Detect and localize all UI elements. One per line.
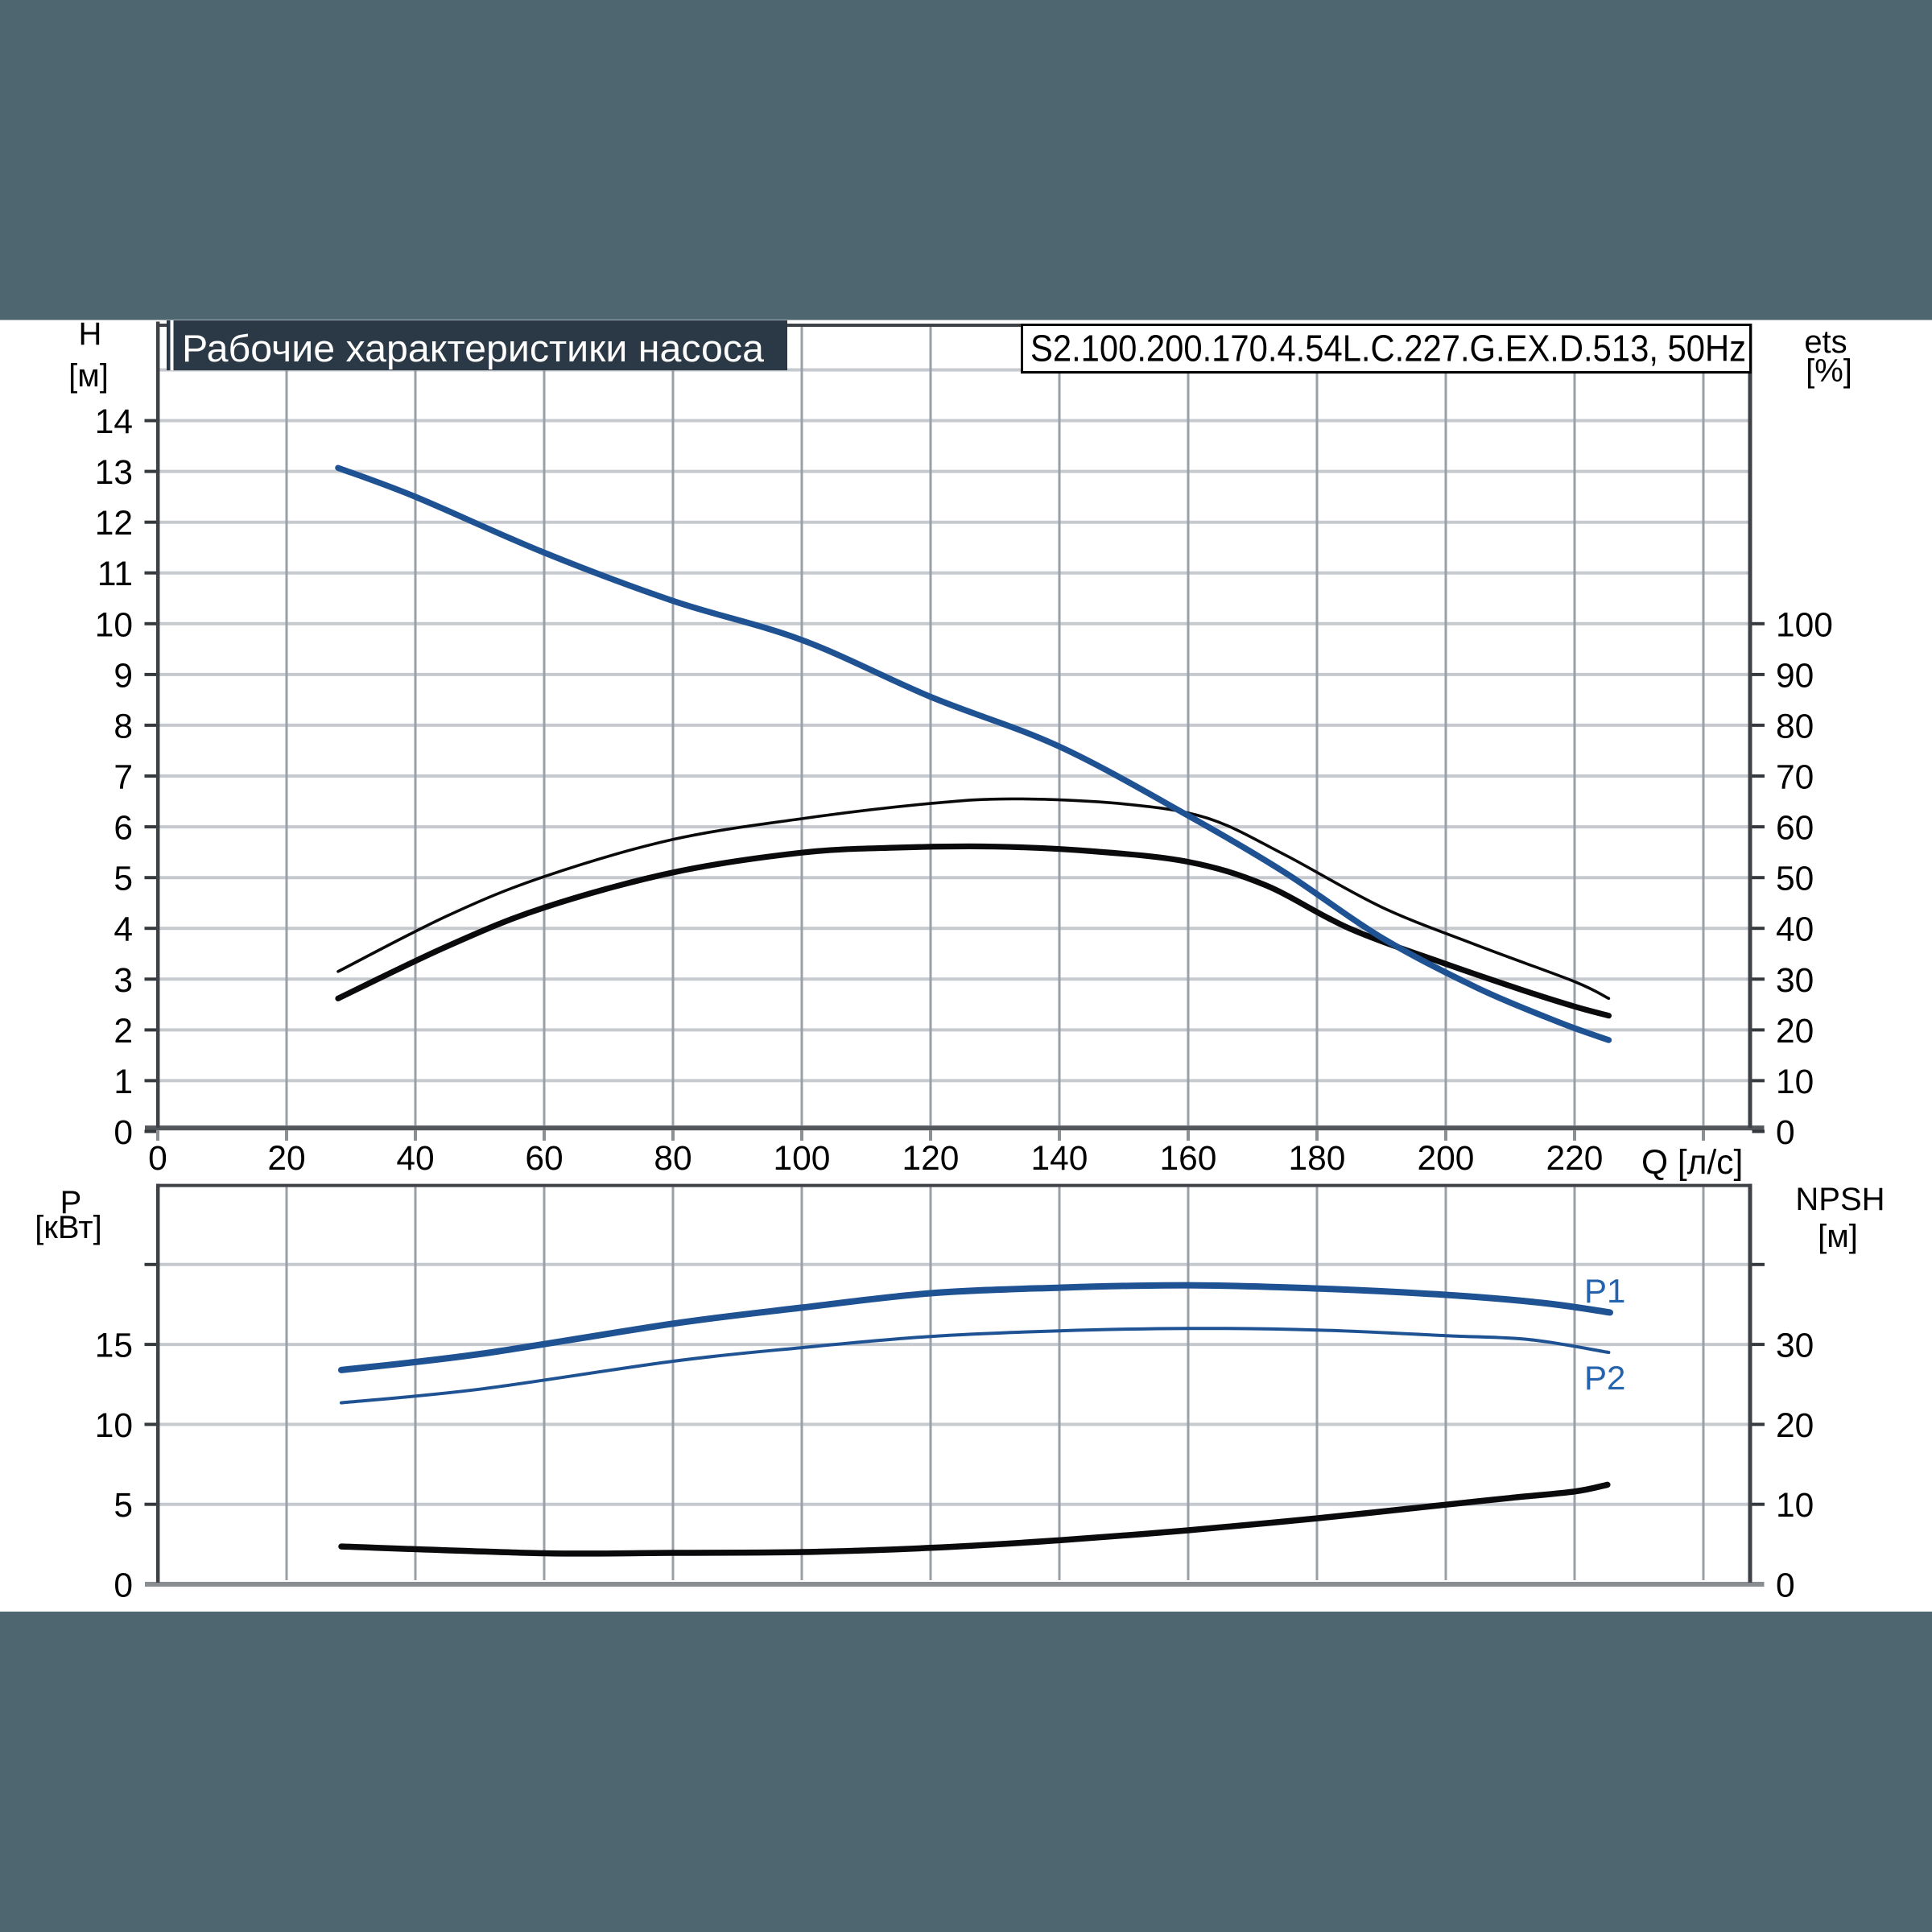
svg-text:40: 40 xyxy=(1776,911,1814,949)
svg-text:11: 11 xyxy=(97,555,133,593)
svg-text:10: 10 xyxy=(95,1407,133,1445)
svg-text:160: 160 xyxy=(1160,1140,1217,1178)
svg-text:0: 0 xyxy=(114,1114,133,1152)
svg-text:1: 1 xyxy=(114,1063,133,1101)
svg-text:7: 7 xyxy=(114,759,133,797)
svg-text:3: 3 xyxy=(114,962,133,1000)
svg-text:Q [л/с]: Q [л/с] xyxy=(1641,1144,1743,1182)
svg-text:0: 0 xyxy=(1776,1114,1795,1152)
svg-text:P1: P1 xyxy=(1584,1272,1625,1310)
svg-text:9: 9 xyxy=(114,657,133,695)
svg-text:14: 14 xyxy=(95,403,133,441)
svg-text:P2: P2 xyxy=(1584,1359,1625,1397)
svg-text:15: 15 xyxy=(95,1327,133,1365)
svg-text:13: 13 xyxy=(95,454,133,492)
svg-text:80: 80 xyxy=(1776,708,1814,745)
svg-text:30: 30 xyxy=(1776,1327,1814,1365)
svg-text:0: 0 xyxy=(1776,1567,1795,1605)
svg-text:P: P xyxy=(60,1185,82,1220)
svg-text:20: 20 xyxy=(1776,1013,1814,1051)
svg-text:5: 5 xyxy=(114,1487,133,1525)
svg-text:100: 100 xyxy=(774,1140,831,1178)
svg-text:50: 50 xyxy=(1776,861,1814,898)
svg-text:30: 30 xyxy=(1776,962,1814,1000)
svg-text:Рабочие характеристики насоса: Рабочие характеристики насоса xyxy=(182,327,765,369)
svg-text:5: 5 xyxy=(114,861,133,898)
svg-text:20: 20 xyxy=(1776,1407,1814,1445)
svg-text:10: 10 xyxy=(1776,1487,1814,1525)
svg-text:80: 80 xyxy=(654,1140,691,1178)
svg-text:40: 40 xyxy=(396,1140,434,1178)
svg-text:60: 60 xyxy=(1776,810,1814,848)
svg-text:[м]: [м] xyxy=(1818,1219,1858,1254)
svg-text:12: 12 xyxy=(95,505,133,543)
svg-text:180: 180 xyxy=(1289,1140,1346,1178)
svg-text:S2.100.200.170.4.54L.C.227.G.E: S2.100.200.170.4.54L.C.227.G.EX.D.513, 5… xyxy=(1030,328,1746,369)
svg-text:0: 0 xyxy=(114,1567,133,1605)
svg-text:90: 90 xyxy=(1776,657,1814,695)
svg-text:4: 4 xyxy=(114,911,133,949)
svg-text:H: H xyxy=(79,316,102,352)
svg-text:ets: ets xyxy=(1804,324,1847,360)
svg-text:6: 6 xyxy=(114,810,133,848)
svg-text:100: 100 xyxy=(1776,606,1833,644)
svg-text:10: 10 xyxy=(1776,1063,1814,1101)
svg-text:0: 0 xyxy=(148,1140,167,1178)
svg-text:2: 2 xyxy=(114,1013,133,1051)
svg-text:10: 10 xyxy=(95,606,133,644)
svg-text:140: 140 xyxy=(1031,1140,1088,1178)
svg-text:70: 70 xyxy=(1776,759,1814,797)
svg-text:8: 8 xyxy=(114,708,133,745)
svg-text:[%]: [%] xyxy=(1806,353,1852,389)
svg-text:[м]: [м] xyxy=(68,358,109,394)
svg-text:200: 200 xyxy=(1418,1140,1475,1178)
svg-text:[кВт]: [кВт] xyxy=(35,1210,101,1245)
svg-text:220: 220 xyxy=(1546,1140,1604,1178)
svg-text:NPSH: NPSH xyxy=(1795,1182,1885,1217)
svg-text:60: 60 xyxy=(525,1140,563,1178)
svg-text:20: 20 xyxy=(267,1140,305,1178)
svg-text:120: 120 xyxy=(902,1140,960,1178)
